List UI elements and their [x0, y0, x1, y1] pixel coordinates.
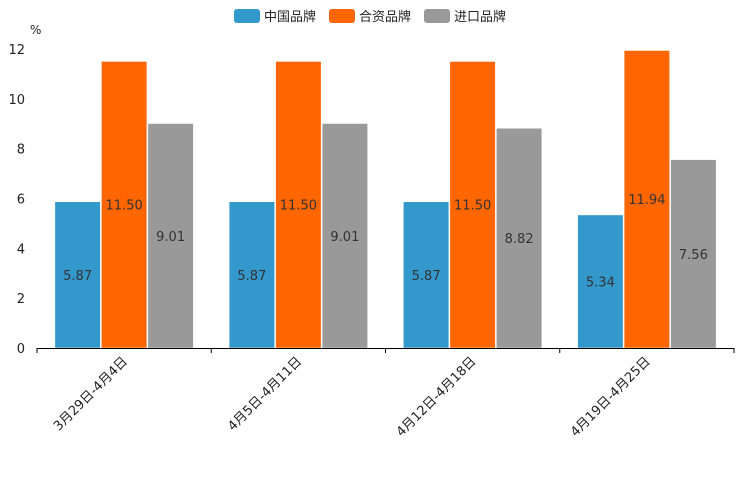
legend-label-1: 中国品牌 [264, 9, 316, 25]
legend-swatch-3 [424, 9, 450, 23]
x-tick-label: 4月12日-4月18日 [394, 354, 480, 440]
legend-label-2: 合资品牌 [359, 9, 411, 25]
y-tick-label: 6 [17, 193, 25, 208]
y-tick-label: 4 [17, 242, 25, 257]
bar-1-2 [228, 201, 275, 349]
x-tick-label: 4月19日-4月25日 [568, 354, 654, 440]
y-tick-label: 2 [17, 292, 25, 307]
bar-2-4 [623, 50, 670, 349]
legend-swatch-1 [234, 9, 260, 23]
bar-3-1 [147, 123, 194, 349]
bar-value-label: 9.01 [156, 230, 185, 245]
y-tick-label: 8 [17, 143, 25, 158]
y-axis-unit: % [30, 23, 41, 37]
bar-2-1 [101, 61, 148, 349]
bar-value-label: 8.82 [505, 232, 534, 247]
bar-value-label: 11.50 [280, 199, 317, 214]
legend-swatch-2 [329, 9, 355, 23]
y-tick-label: 0 [17, 342, 25, 357]
bar-3-2 [321, 123, 368, 349]
bar-3-4 [670, 159, 717, 349]
bar-value-label: 5.87 [63, 269, 92, 284]
bar-1-4 [577, 214, 624, 349]
bar-value-label: 5.87 [412, 269, 441, 284]
bar-value-label: 9.01 [330, 230, 359, 245]
bar-value-label: 5.87 [237, 269, 266, 284]
x-tick-label: 3月29日-4月4日 [51, 354, 131, 434]
bar-value-label: 5.34 [586, 275, 615, 290]
y-tick-label: 10 [8, 93, 25, 108]
bar-2-2 [275, 61, 322, 349]
y-tick-label: 12 [8, 43, 25, 58]
bar-value-label: 11.50 [106, 199, 143, 214]
bar-2-3 [449, 61, 496, 349]
x-tick-label: 4月5日-4月11日 [225, 354, 305, 434]
bar-value-label: 7.56 [679, 248, 708, 263]
bar-value-label: 11.50 [454, 199, 491, 214]
bar-1-1 [54, 201, 101, 349]
legend-label-3: 进口品牌 [454, 9, 506, 25]
bar-value-label: 11.94 [628, 193, 665, 208]
